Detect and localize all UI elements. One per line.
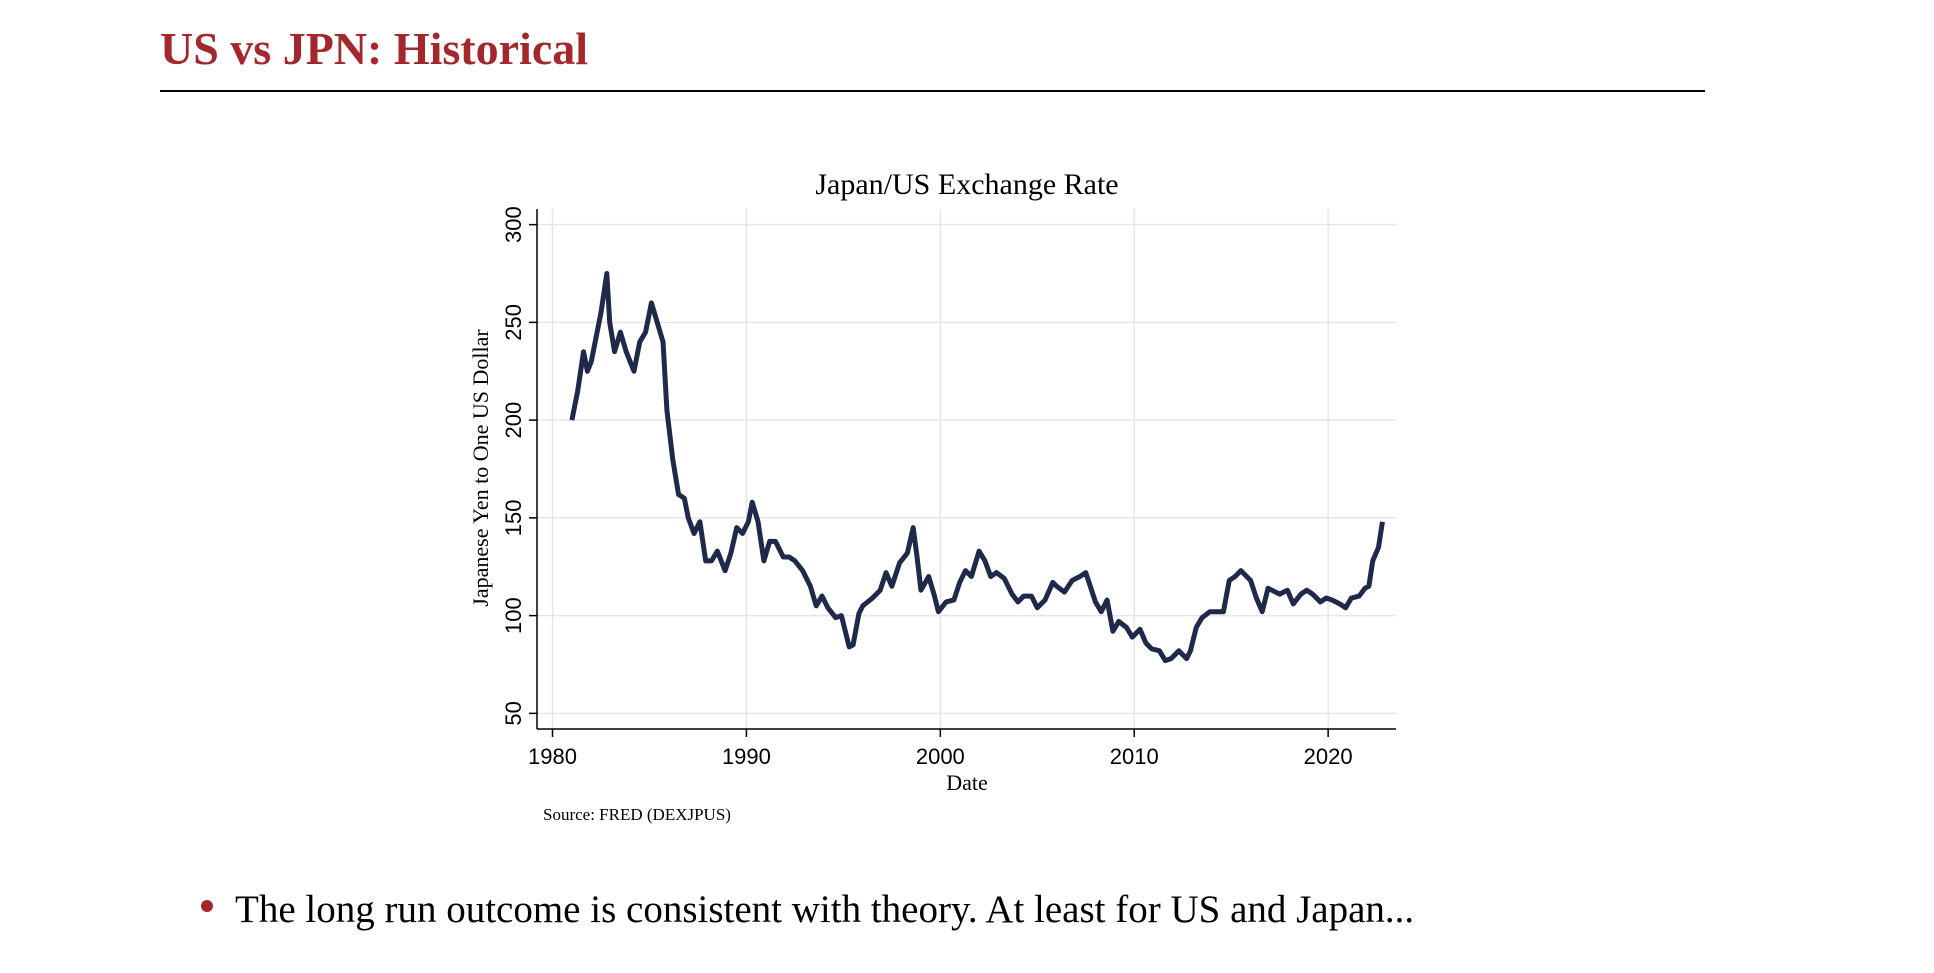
source-note: Source: FRED (DEXJPUS)	[543, 805, 731, 824]
slide-title: US vs JPN: Historical	[160, 23, 588, 74]
y-tick-label: 250	[501, 304, 526, 341]
bullet-text: The long run outcome is consistent with …	[235, 888, 1414, 931]
chart-title: Japan/US Exchange Rate	[815, 168, 1118, 201]
x-tick-label: 1980	[528, 744, 577, 769]
y-tick-label: 50	[501, 701, 526, 725]
x-tick-label: 1990	[722, 744, 771, 769]
x-axis-label: Date	[946, 770, 988, 795]
bullet-dot	[201, 900, 213, 912]
y-tick-label: 200	[501, 402, 526, 439]
y-tick-label: 100	[501, 597, 526, 634]
x-tick-label: 2010	[1110, 744, 1159, 769]
series-line	[569, 271, 1385, 664]
x-tick-label: 2000	[916, 744, 965, 769]
x-tick-label: 2020	[1304, 744, 1353, 769]
plot: 50 100 150 200 250 300 1980 1990 2000 2010 2020	[501, 206, 1396, 769]
y-tick-label: 300	[501, 206, 526, 243]
y-tick-label: 150	[501, 500, 526, 537]
y-axis-label: Japanese Yen to One US Dollar	[468, 329, 493, 607]
